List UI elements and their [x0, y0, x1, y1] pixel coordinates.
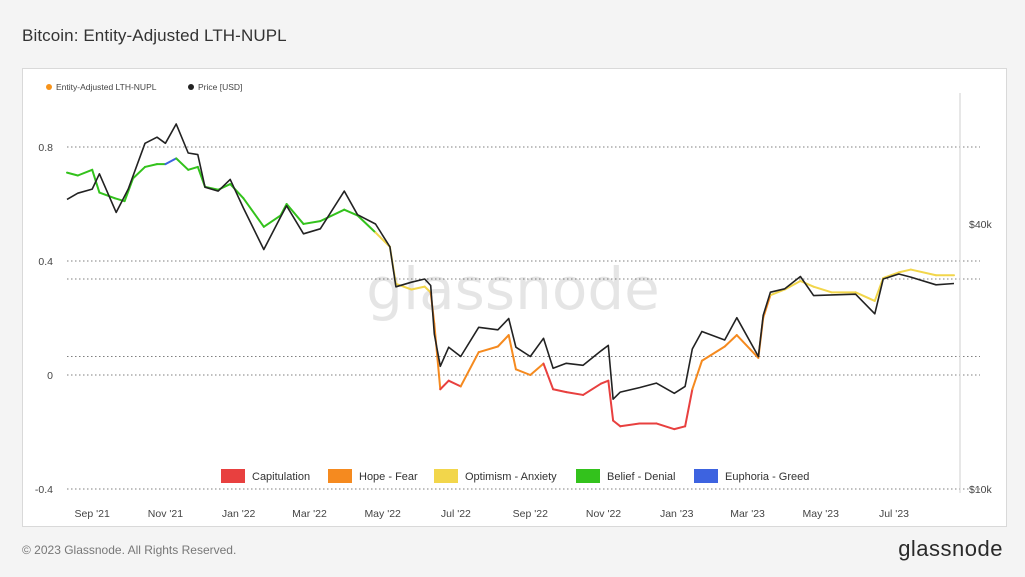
nupl-segment: [175, 157, 190, 171]
nupl-segment: [552, 388, 568, 394]
glassnode-logo: glassnode: [898, 536, 1003, 561]
nupl-segment: [565, 391, 585, 396]
nupl-segment: [882, 271, 900, 280]
nupl-segment: [897, 268, 912, 274]
x-tick-label: Nov '21: [148, 508, 183, 520]
nupl-segment: [723, 334, 738, 348]
nupl-segment: [607, 379, 615, 422]
zone-legend-label: Euphoria - Greed: [725, 471, 809, 483]
x-tick-label: Jan '23: [660, 508, 694, 520]
nupl-segment: [600, 379, 610, 385]
x-tick-label: Nov '22: [586, 508, 621, 520]
nupl-segment: [799, 279, 815, 288]
right-tick-label: $10k: [969, 484, 993, 496]
nupl-segment: [123, 177, 135, 203]
zone-legend-swatch: [694, 469, 718, 483]
nupl-segment: [459, 351, 480, 388]
nupl-segment: [582, 382, 603, 396]
zone-legend: Capitulation Hope - Fear Optimism - Anxiet…: [221, 469, 809, 483]
top-legend: Entity-Adjusted LTH-NUPL Price [USD]: [46, 82, 242, 92]
nupl-segment: [187, 165, 199, 171]
nupl-segment: [700, 345, 726, 362]
top-legend-marker: [188, 84, 194, 90]
nupl-segment: [356, 214, 377, 234]
nupl-segment: [812, 285, 833, 294]
nupl-segment: [285, 203, 305, 225]
nupl-segment: [343, 208, 359, 217]
top-legend-label: Price [USD]: [198, 82, 242, 92]
nupl-segment: [229, 183, 245, 200]
nupl-segment: [477, 345, 499, 354]
nupl-segment: [769, 288, 786, 297]
nupl-segment: [394, 282, 413, 291]
nupl-segment: [909, 268, 937, 277]
nupl-segment: [691, 359, 703, 391]
page-title: Bitcoin: Entity-Adjusted LTH-NUPL: [22, 26, 287, 45]
nupl-segment: [529, 362, 545, 376]
nupl-segment: [854, 291, 876, 302]
nupl-segment: [433, 322, 442, 391]
nupl-segment: [319, 208, 346, 223]
nupl-segment: [302, 220, 322, 225]
nupl-segment: [673, 425, 687, 431]
zone-legend-swatch: [221, 469, 245, 483]
x-tick-label: Jul '23: [879, 508, 909, 520]
nupl-segment: [164, 157, 178, 166]
left-tick-label: 0.8: [38, 142, 53, 154]
x-tick-label: Mar '23: [730, 508, 765, 520]
zone-legend-label: Hope - Fear: [359, 471, 418, 483]
zone-legend-label: Belief - Denial: [607, 471, 675, 483]
nupl-segment: [619, 422, 641, 428]
x-axis-ticks: Sep '21 Nov '21 Jan '22 Mar '22 May '22 Jul '…: [75, 508, 910, 520]
nupl-segment: [262, 214, 282, 228]
x-tick-label: Sep '22: [513, 508, 548, 520]
nupl-segment: [735, 334, 760, 359]
nupl-segment: [410, 285, 426, 291]
zone-legend-swatch: [434, 469, 458, 483]
x-tick-label: May '22: [364, 508, 401, 520]
nupl-segment: [507, 334, 517, 371]
zone-legend-label: Capitulation: [252, 471, 310, 483]
nupl-segment: [447, 379, 462, 388]
left-axis-ticks: 0.8 0.4 0 -0.4: [35, 142, 53, 496]
copyright-text: © 2023 Glassnode. All Rights Reserved.: [22, 543, 237, 557]
nupl-segment: [684, 388, 694, 428]
x-tick-label: Jan '22: [222, 508, 256, 520]
left-tick-label: 0.4: [38, 256, 53, 268]
price-series: [66, 123, 955, 400]
nupl-segment: [439, 379, 450, 391]
x-tick-label: May '23: [803, 508, 840, 520]
grid-lines: [67, 146, 980, 490]
left-tick-label: -0.4: [35, 484, 53, 496]
right-axis-ticks: $40k $10k: [969, 219, 993, 496]
nupl-segment: [98, 191, 117, 200]
nupl-segment: [423, 285, 432, 294]
nupl-segment: [542, 362, 555, 391]
nupl-segment: [612, 419, 622, 428]
nupl-segment: [514, 368, 532, 376]
x-tick-label: Mar '22: [292, 508, 327, 520]
nupl-segment: [66, 171, 79, 177]
right-tick-label: $40k: [969, 219, 993, 231]
x-tick-label: Sep '21: [75, 508, 110, 520]
nupl-segment: [132, 165, 147, 180]
nupl-segment: [655, 422, 676, 431]
price-line: [66, 123, 955, 400]
x-tick-label: Jul '22: [441, 508, 471, 520]
nupl-segment: [76, 168, 94, 177]
chart-panel: glassnode 0.8 0.4 0 -0.4 $40k $10k Sep '21 No…: [22, 68, 1007, 527]
top-legend-marker: [46, 84, 52, 90]
zone-legend-swatch: [328, 469, 352, 483]
nupl-segment: [783, 279, 802, 291]
chart-svg: glassnode 0.80.40-0.4 $40k$10k Sep '21 No…: [35, 82, 993, 520]
nupl-segment: [496, 334, 510, 348]
zone-legend-swatch: [576, 469, 600, 483]
nupl-segment: [144, 163, 159, 168]
zone-legend-label: Optimism - Anxiety: [465, 471, 557, 483]
nupl-segment: [242, 197, 265, 228]
left-tick-label: 0: [47, 370, 53, 382]
top-legend-label: Entity-Adjusted LTH-NUPL: [56, 82, 157, 92]
